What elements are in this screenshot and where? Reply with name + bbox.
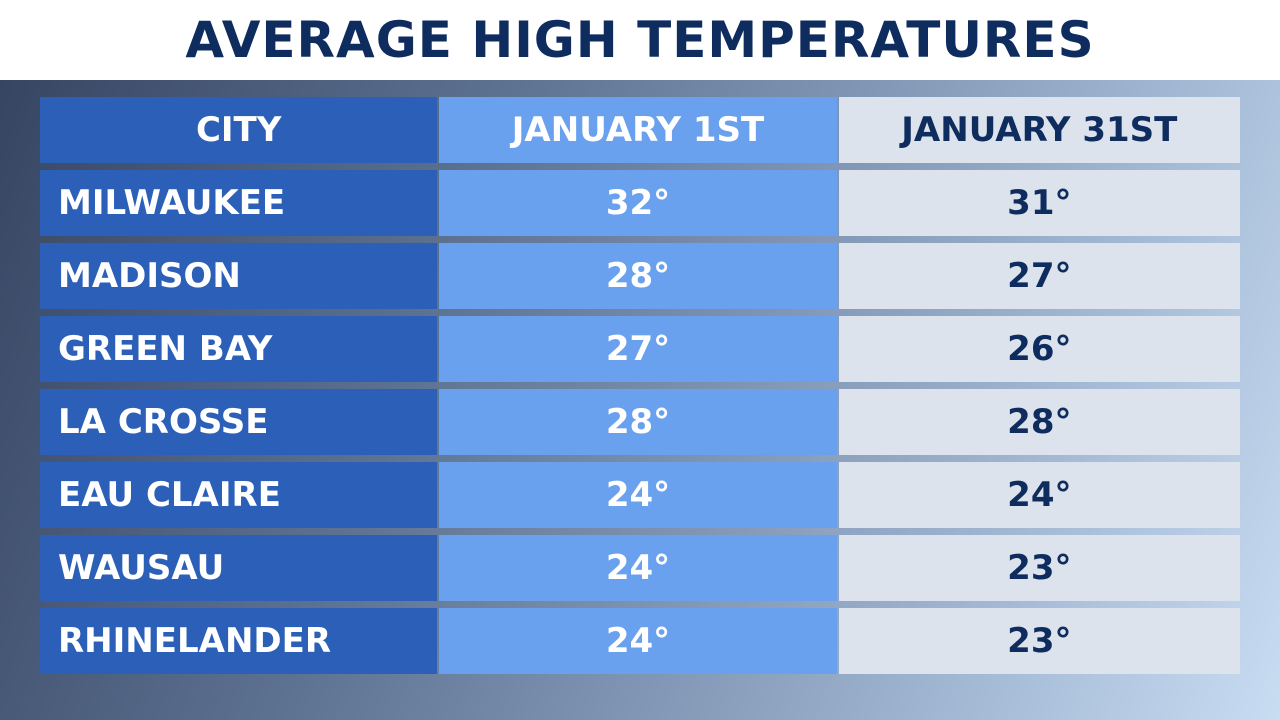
temperature-cell: 27° [439, 316, 837, 382]
column-header: JANUARY 1ST [439, 97, 837, 163]
city-cell: WAUSAU [40, 535, 438, 601]
city-cell: RHINELANDER [40, 608, 438, 674]
temperature-cell: 28° [439, 243, 837, 309]
column-header: JANUARY 31ST [838, 97, 1240, 163]
table-row: EAU CLAIRE 24° 24° [40, 462, 1240, 528]
table: CITY JANUARY 1ST JANUARY 31ST MILWAUKEE 32° 3… [40, 97, 1240, 681]
table-row: GREEN BAY 27° 26° [40, 316, 1240, 382]
temperature-cell: 23° [838, 535, 1240, 601]
city-cell: LA CROSSE [40, 389, 438, 455]
title: AVERAGE HIGH TEMPERATURES [185, 11, 1095, 69]
city-cell: EAU CLAIRE [40, 462, 438, 528]
table-row: MADISON 28° 27° [40, 243, 1240, 309]
title-bar: AVERAGE HIGH TEMPERATURES [0, 0, 1280, 80]
temperature-cell: 31° [838, 170, 1240, 236]
header-row: CITY JANUARY 1ST JANUARY 31ST [40, 97, 1240, 163]
temperature-cell: 27° [838, 243, 1240, 309]
temperature-cell: 24° [439, 535, 837, 601]
city-cell: MADISON [40, 243, 438, 309]
table-row: MILWAUKEE 32° 31° [40, 170, 1240, 236]
temperature-cell: 24° [838, 462, 1240, 528]
temperature-cell: 26° [838, 316, 1240, 382]
table-row: RHINELANDER 24° 23° [40, 608, 1240, 674]
temperature-cell: 32° [439, 170, 837, 236]
table-row: WAUSAU 24° 23° [40, 535, 1240, 601]
temperature-cell: 28° [838, 389, 1240, 455]
temperature-cell: 24° [439, 608, 837, 674]
temperature-cell: 23° [838, 608, 1240, 674]
city-cell: MILWAUKEE [40, 170, 438, 236]
temperature-cell: 28° [439, 389, 837, 455]
column-header: CITY [40, 97, 438, 163]
city-cell: GREEN BAY [40, 316, 438, 382]
temperature-cell: 24° [439, 462, 837, 528]
table-row: LA CROSSE 28° 28° [40, 389, 1240, 455]
